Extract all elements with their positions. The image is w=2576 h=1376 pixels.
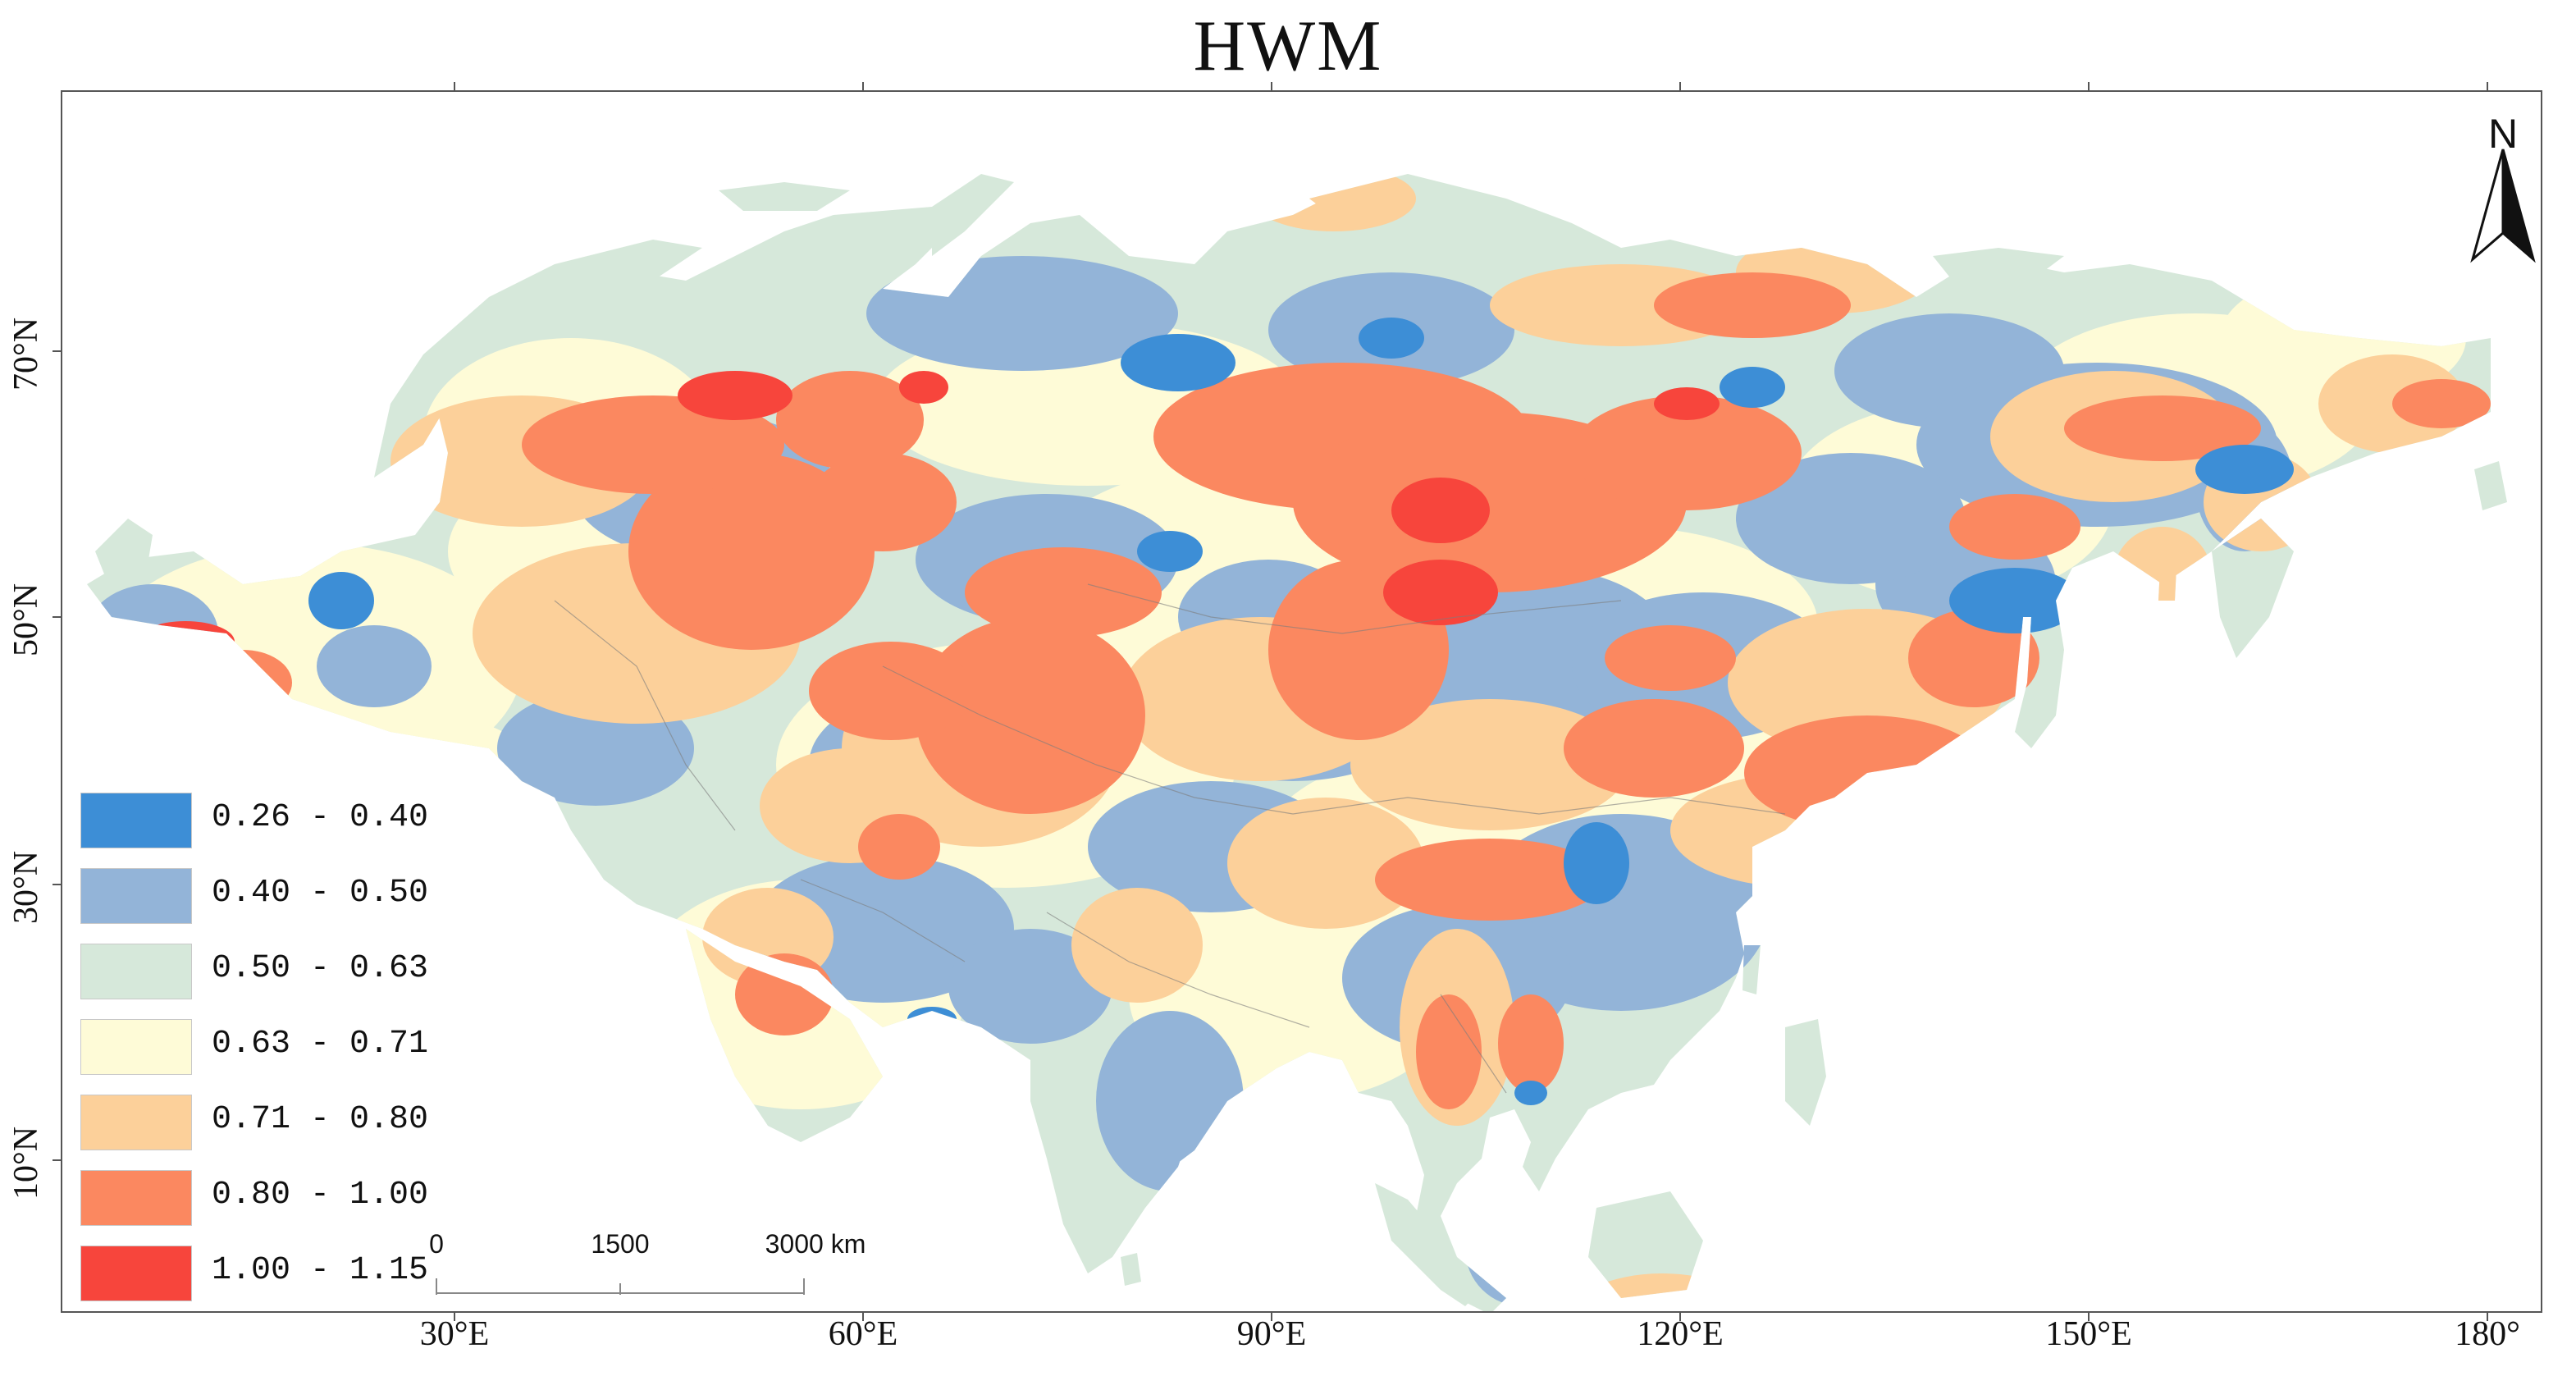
country-boundaries: [554, 583, 1786, 1094]
legend-item: 1.00 - 1.15: [80, 1246, 507, 1308]
lat-tick: [53, 616, 61, 618]
scale-bar-line: [436, 1278, 805, 1295]
lon-tick: [1679, 1313, 1681, 1321]
scale-bar: 0 1500 3000 km: [427, 1229, 866, 1303]
lat-tick: [53, 884, 61, 885]
lat-tick: [53, 1159, 61, 1161]
lon-tick: [1271, 1313, 1272, 1321]
north-arrow-icon: [2470, 149, 2536, 263]
legend-item: 0.50 - 0.63: [80, 944, 507, 1006]
lon-label-150E: 150°E: [2045, 1315, 2132, 1353]
legend-label: 0.71 - 0.80: [212, 1101, 429, 1138]
legend-label: 0.50 - 0.63: [212, 950, 429, 987]
lon-tick: [454, 1313, 455, 1321]
lon-label-180: 180°: [2455, 1315, 2520, 1353]
legend-label: 0.63 - 0.71: [212, 1026, 429, 1063]
legend-label: 1.00 - 1.15: [212, 1252, 429, 1289]
legend-swatch: [80, 1019, 192, 1075]
legend-item: 0.26 - 0.40: [80, 793, 507, 855]
legend-swatch: [80, 1095, 192, 1150]
lon-tick: [2487, 82, 2488, 90]
map-title: HWM: [1193, 7, 1383, 86]
lon-tick: [2487, 1313, 2488, 1321]
legend-swatch: [80, 793, 192, 848]
lon-label-30E: 30°E: [419, 1315, 490, 1353]
lon-label-120E: 120°E: [1637, 1315, 1724, 1353]
lon-tick: [2088, 1313, 2090, 1321]
lon-tick: [862, 82, 864, 90]
lon-tick: [1271, 82, 1272, 90]
legend-item: 0.80 - 1.00: [80, 1170, 507, 1232]
lat-label-10N: 10°N: [7, 1126, 45, 1200]
lon-tick: [2088, 82, 2090, 90]
legend-label: 0.40 - 0.50: [212, 875, 429, 912]
lon-tick: [1679, 82, 1681, 90]
legend-swatch: [80, 868, 192, 924]
map-canvas: [87, 174, 2507, 1311]
legend-swatch: [80, 1170, 192, 1226]
lat-label-50N: 50°N: [7, 583, 45, 656]
lon-tick: [454, 82, 455, 90]
legend-item: 0.63 - 0.71: [80, 1019, 507, 1081]
lon-label-60E: 60°E: [828, 1315, 898, 1353]
legend-swatch: [80, 944, 192, 999]
scale-label-3000: 3000 km: [765, 1229, 866, 1259]
north-letter: N: [2487, 111, 2519, 157]
scale-label-0: 0: [429, 1229, 444, 1259]
lat-tick: [53, 350, 61, 352]
lat-label-30N: 30°N: [7, 850, 45, 924]
scale-label-1500: 1500: [591, 1229, 650, 1259]
legend-item: 0.40 - 0.50: [80, 868, 507, 930]
lon-label-90E: 90°E: [1236, 1315, 1307, 1353]
legend-item: 0.71 - 0.80: [80, 1095, 507, 1157]
north-arrow: N: [2466, 110, 2540, 266]
map-frame: [61, 90, 2542, 1313]
legend-label: 0.26 - 0.40: [212, 799, 429, 836]
legend-swatch: [80, 1246, 192, 1301]
lon-tick: [862, 1313, 864, 1321]
lat-label-70N: 70°N: [7, 317, 45, 391]
legend-label: 0.80 - 1.00: [212, 1177, 429, 1214]
